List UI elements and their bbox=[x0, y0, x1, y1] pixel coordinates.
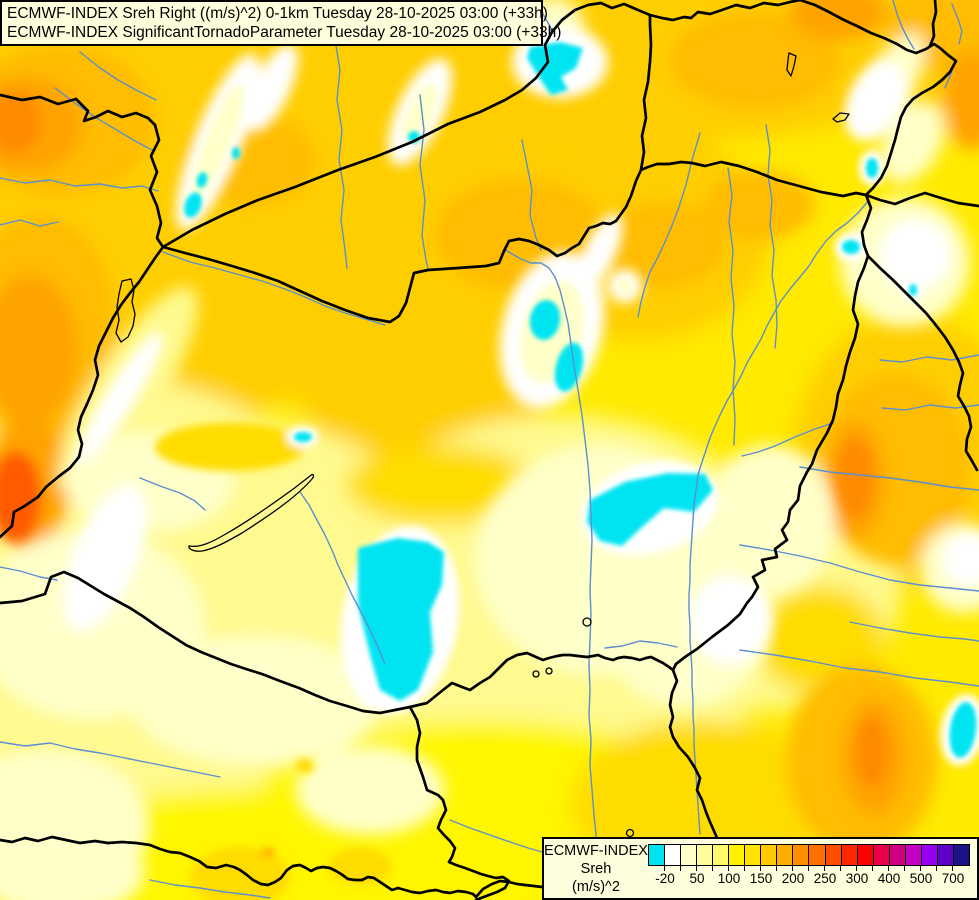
legend-color-cell bbox=[649, 845, 666, 865]
legend-color-cell bbox=[713, 845, 730, 865]
legend-ticks bbox=[648, 866, 970, 871]
legend-parameter: Sreh bbox=[580, 861, 612, 877]
legend-color-cell bbox=[729, 845, 746, 865]
legend-tick-label: 400 bbox=[877, 871, 901, 886]
legend-tick bbox=[808, 866, 809, 871]
legend-tick bbox=[920, 866, 921, 871]
legend-color-cell bbox=[793, 845, 810, 865]
legend-color-cell bbox=[681, 845, 698, 865]
legend-color-cell bbox=[873, 845, 890, 865]
legend-tick bbox=[712, 866, 713, 871]
legend-tick bbox=[904, 866, 905, 871]
legend-color-cell bbox=[921, 845, 938, 865]
legend-units: (m/s)^2 bbox=[572, 879, 620, 895]
legend-tick-label: 250 bbox=[813, 871, 837, 886]
legend-tick-label: 700 bbox=[941, 871, 965, 886]
legend-tick-label: 100 bbox=[717, 871, 741, 886]
legend-box: ECMWF-INDEX Sreh (m/s)^2 -20 50 100 150 200 2… bbox=[542, 837, 979, 900]
legend-color-cell bbox=[761, 845, 778, 865]
map-title-line1: ECMWF-INDEX Sreh Right ((m/s)^2) 0-1km T… bbox=[7, 5, 548, 22]
legend-tick bbox=[824, 866, 825, 871]
legend-label-block: ECMWF-INDEX Sreh (m/s)^2 bbox=[544, 839, 648, 898]
legend-tick bbox=[856, 866, 857, 871]
legend-tick-label: 200 bbox=[781, 871, 805, 886]
legend-tick bbox=[744, 866, 745, 871]
legend-color-cell bbox=[857, 845, 874, 865]
map-title-line2: ECMWF-INDEX SignificantTornadoParameter … bbox=[7, 24, 562, 41]
legend-colorbar bbox=[648, 844, 970, 866]
legend-tick bbox=[936, 866, 937, 871]
legend-color-cell bbox=[953, 845, 969, 865]
legend-tick bbox=[888, 866, 889, 871]
legend-tick-labels: -20 50 100 150 200 250 300 400 500 700 bbox=[648, 871, 970, 889]
legend-tick-label: -20 bbox=[655, 871, 675, 886]
legend-tick bbox=[792, 866, 793, 871]
legend-color-cell bbox=[889, 845, 906, 865]
legend-color-cell bbox=[841, 845, 858, 865]
legend-color-cell bbox=[697, 845, 714, 865]
legend-color-cell bbox=[905, 845, 922, 865]
lake-outlines bbox=[115, 52, 850, 838]
legend-color-cell bbox=[665, 845, 682, 865]
legend-color-cell bbox=[937, 845, 954, 865]
legend-tick bbox=[728, 866, 729, 871]
legend-color-cell bbox=[745, 845, 762, 865]
legend-tick bbox=[776, 866, 777, 871]
legend-tick bbox=[664, 866, 665, 871]
legend-tick bbox=[840, 866, 841, 871]
legend-tick-label: 500 bbox=[909, 871, 933, 886]
legend-scale: -20 50 100 150 200 250 300 400 500 700 bbox=[648, 839, 970, 898]
legend-tick-label: 150 bbox=[749, 871, 773, 886]
legend-tick bbox=[872, 866, 873, 871]
legend-tick bbox=[696, 866, 697, 871]
map-title-box: ECMWF-INDEX Sreh Right ((m/s)^2) 0-1km T… bbox=[0, 0, 562, 46]
legend-tick bbox=[760, 866, 761, 871]
legend-tick-label: 50 bbox=[689, 871, 705, 886]
legend-color-cell bbox=[809, 845, 826, 865]
legend-tick-label: 300 bbox=[845, 871, 869, 886]
legend-title: ECMWF-INDEX bbox=[544, 843, 648, 859]
legend-color-cell bbox=[777, 845, 794, 865]
legend-tick bbox=[952, 866, 953, 871]
legend-tick bbox=[680, 866, 681, 871]
legend-color-cell bbox=[825, 845, 842, 865]
